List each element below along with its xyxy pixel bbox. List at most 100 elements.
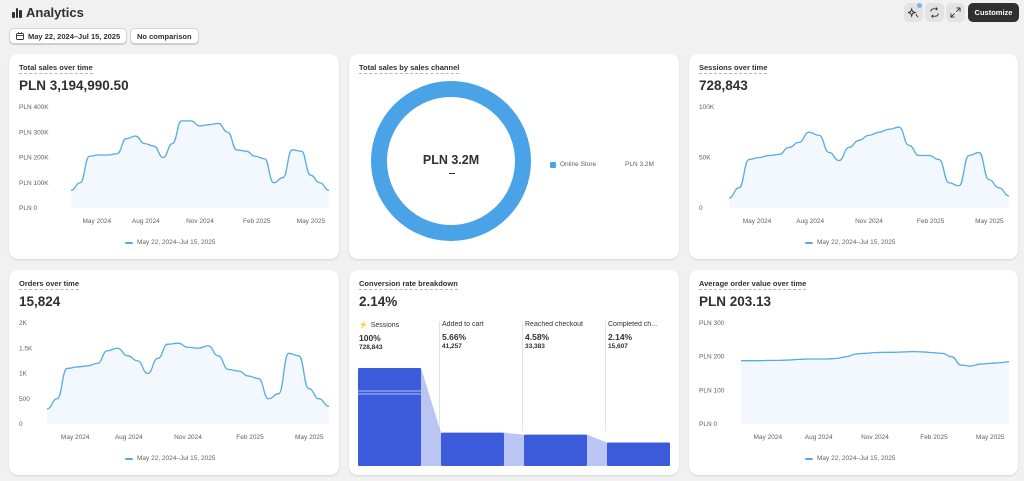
orders-chart[interactable]: 0 500 1K 1.5K 2K May 2024 Aug 2024 Nov 2024 Feb … [9, 270, 339, 475]
legend-swatch [805, 241, 813, 244]
aov-chart[interactable]: PLN 0 PLN 100 PLN 200 PLN 300 May 2024 Aug 20… [689, 270, 1018, 475]
funnel-step-percent: 4.58% [525, 332, 550, 342]
x-tick-label: May 2025 [976, 434, 1005, 441]
sessions-chart[interactable]: 0 50K 100K May 2024 Aug 2024 Nov 2024 Feb 2025… [689, 54, 1018, 259]
chart-legend[interactable]: May 22, 2024–Jul 15, 2025 [805, 239, 895, 246]
series-area [729, 127, 1009, 208]
series-area [47, 343, 329, 424]
donut-center-value: PLN 3.2M [422, 153, 480, 167]
x-tick-label: Aug 2024 [132, 218, 160, 225]
y-tick-label: PLN 300K [19, 129, 49, 136]
sales-by-channel-card[interactable]: Total sales by sales channel PLN 3.2M On… [349, 54, 679, 259]
y-tick-label: PLN 300 [699, 320, 725, 327]
page-title-text: Analytics [26, 5, 84, 20]
bar-chart-icon [12, 7, 22, 18]
comparison-picker[interactable]: No comparison [130, 28, 199, 44]
funnel-bar [358, 368, 421, 466]
series-line [70, 120, 330, 191]
funnel-step[interactable]: Reached checkout 4.58% 33,383 [525, 321, 609, 363]
legend-label: May 22, 2024–Jul 15, 2025 [137, 455, 216, 462]
series-line [46, 342, 330, 410]
insights-button[interactable] [904, 3, 923, 22]
x-tick-label: May 2025 [975, 218, 1004, 225]
refresh-button[interactable] [925, 3, 944, 22]
total-sales-card[interactable]: Total sales over time PLN 3,194,990.50 P… [9, 54, 339, 259]
card-title[interactable]: Orders over time [19, 279, 80, 290]
chart-legend[interactable]: May 22, 2024–Jul 15, 2025 [805, 455, 895, 462]
funnel-step-label: Added to cart [442, 321, 526, 328]
card-title[interactable]: Average order value over time [699, 279, 807, 290]
y-tick-label: PLN 200 [699, 354, 725, 361]
x-tick-label: Nov 2024 [861, 434, 889, 441]
funnel-step-label: ⚡ Sessions [359, 321, 443, 330]
funnel-step-count: 41,257 [442, 343, 462, 350]
customize-button[interactable]: Customize [968, 3, 1019, 22]
card-title[interactable]: Sessions over time [699, 63, 768, 74]
funnel-step[interactable]: Completed ch... 2.14% 15,607 [608, 321, 692, 363]
funnel-divider [522, 321, 523, 431]
funnel-connector [587, 434, 607, 466]
y-tick-label: 100K [699, 104, 715, 111]
funnel-step-label: Completed ch... [608, 321, 692, 328]
card-title[interactable]: Conversion rate breakdown [359, 279, 458, 290]
chart-legend[interactable]: May 22, 2024–Jul 15, 2025 [125, 239, 215, 246]
x-tick-label: Feb 2025 [236, 434, 264, 441]
y-tick-label: 1K [19, 371, 28, 378]
y-tick-label: PLN 0 [699, 421, 717, 428]
x-tick-label: Feb 2025 [917, 218, 945, 225]
y-tick-label: 500 [19, 396, 30, 403]
notification-dot [917, 3, 922, 8]
sparkle-icon [908, 7, 919, 18]
funnel-step-count: 33,383 [525, 343, 545, 350]
sessions-card[interactable]: Sessions over time 728,843 0 50K 100K May 2… [689, 54, 1018, 259]
x-tick-label: Feb 2025 [243, 218, 271, 225]
y-tick-label: PLN 0 [19, 205, 37, 212]
aov-card[interactable]: Average order value over time PLN 203.13… [689, 270, 1018, 475]
funnel-step[interactable]: Added to cart 5.66% 41,257 [442, 321, 526, 363]
conversion-funnel-chart[interactable] [349, 270, 679, 475]
fullscreen-button[interactable] [946, 3, 965, 22]
y-tick-label: PLN 100 [699, 387, 725, 394]
donut-slice-online-store[interactable] [371, 81, 531, 241]
legend-swatch [125, 457, 133, 460]
y-tick-label: 0 [19, 421, 23, 428]
x-tick-label: Aug 2024 [805, 434, 833, 441]
calendar-icon [16, 32, 24, 40]
x-tick-label: May 2025 [295, 434, 324, 441]
funnel-bar [441, 432, 504, 466]
funnel-connector [504, 432, 524, 466]
orders-card[interactable]: Orders over time 15,824 0 500 1K 1.5K 2K May … [9, 270, 339, 475]
date-range-picker[interactable]: May 22, 2024–Jul 15, 2025 [9, 28, 128, 44]
legend-label: May 22, 2024–Jul 15, 2025 [137, 239, 216, 246]
series-area [71, 120, 329, 208]
funnel-divider [439, 321, 440, 431]
x-tick-label: May 2024 [754, 434, 783, 441]
comparison-label: No comparison [137, 31, 192, 41]
funnel-step-count: 728,843 [359, 344, 383, 351]
refresh-icon [930, 7, 939, 18]
card-value: 2.14% [359, 294, 398, 309]
x-tick-label: Nov 2024 [855, 218, 883, 225]
legend-swatch [805, 457, 813, 460]
top-bar: Analytics Customize [0, 0, 1024, 26]
sales-by-channel-donut[interactable] [349, 54, 679, 259]
y-tick-label: PLN 200K [19, 155, 49, 162]
funnel-step-label-text: Completed ch... [608, 321, 658, 328]
funnel-divider [605, 321, 606, 431]
conversion-card[interactable]: Conversion rate breakdown 2.14% ⚡ Session… [349, 270, 679, 475]
donut-legend-item[interactable]: Online Store [550, 161, 596, 168]
y-tick-label: 50K [699, 155, 711, 162]
y-tick-label: PLN 400K [19, 104, 49, 111]
legend-swatch [125, 241, 133, 244]
funnel-step[interactable]: ⚡ Sessions 100% 728,843 [359, 321, 443, 363]
donut-center-sub [449, 173, 455, 174]
funnel-step-percent: 100% [359, 333, 381, 343]
card-title[interactable]: Total sales by sales channel [359, 63, 460, 74]
expand-icon [950, 7, 961, 18]
chart-legend[interactable]: May 22, 2024–Jul 15, 2025 [125, 455, 215, 462]
total-sales-chart[interactable]: PLN 0 PLN 100K PLN 200K PLN 300K PLN 400K May… [9, 54, 339, 259]
card-title[interactable]: Total sales over time [19, 63, 93, 74]
series-area [741, 351, 1009, 424]
x-tick-label: Nov 2024 [174, 434, 202, 441]
funnel-connector [421, 368, 441, 466]
